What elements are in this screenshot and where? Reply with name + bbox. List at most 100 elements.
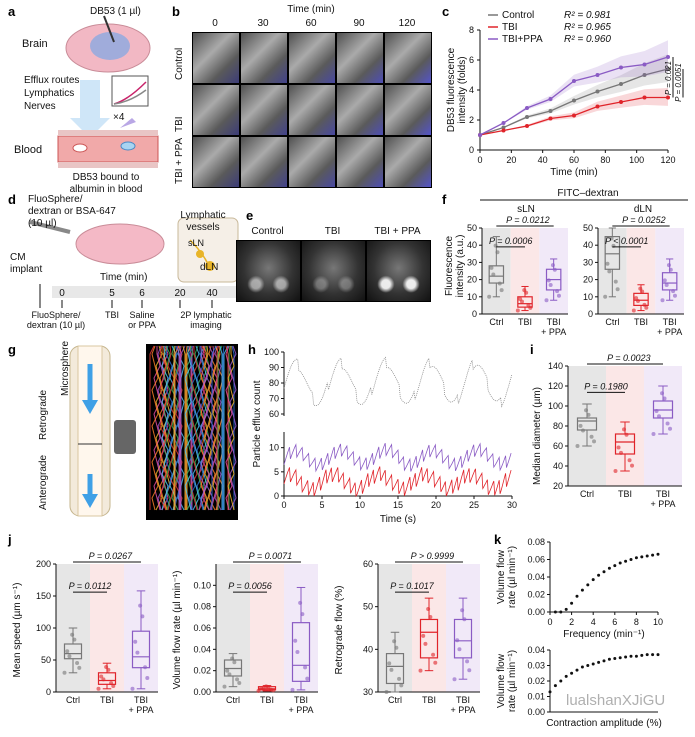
box-bg xyxy=(568,366,606,486)
box-ytick-label: 40 xyxy=(553,461,563,471)
box-point xyxy=(489,265,494,270)
f-sub-dln: dLN xyxy=(634,204,652,215)
box-ytick-label: 0.02 xyxy=(193,666,211,676)
inset-plot xyxy=(111,75,149,107)
blood-label: Blood xyxy=(14,144,43,156)
particle-track xyxy=(208,345,216,511)
box-point xyxy=(452,677,457,682)
box-point xyxy=(609,236,614,241)
c-legend-r2: R² = 0.960 xyxy=(564,34,611,45)
e-col-labels: Control TBI TBI + PPA xyxy=(236,226,432,240)
particle-track xyxy=(216,345,224,511)
watermark: lualshanXJiGU xyxy=(566,692,666,709)
box-point xyxy=(578,423,583,428)
e-image-0 xyxy=(236,240,301,302)
k-bottom-point xyxy=(624,655,628,659)
b-image-1-2 xyxy=(288,84,336,136)
k-bottom-point xyxy=(548,690,552,694)
k-top-point xyxy=(570,601,574,605)
box-point xyxy=(522,288,527,293)
f-ylabel: Fluorescenceintensity (a.u.) xyxy=(444,235,466,298)
panel-label-c: c xyxy=(442,4,450,19)
c-p2: P = 0.0051 xyxy=(674,63,683,102)
box-xcat: Ctrl xyxy=(605,317,619,327)
k-top-point xyxy=(613,564,617,568)
box-point xyxy=(638,286,643,291)
box-body xyxy=(488,265,505,284)
box-xcat: TBI xyxy=(100,695,114,705)
box-ytick-label: 40 xyxy=(583,240,593,250)
box-ytick-label: 0 xyxy=(472,309,477,319)
h-ytick-label: 80 xyxy=(269,378,279,388)
box-point xyxy=(455,638,460,643)
k-bottom-point xyxy=(564,674,568,678)
k-xtick-label: 4 xyxy=(591,617,596,627)
panel-label-e: e xyxy=(246,208,254,223)
box-body xyxy=(63,643,83,660)
h-ytick-label: 10 xyxy=(269,443,279,453)
box-point xyxy=(622,427,627,432)
box-ytick-label: 140 xyxy=(548,361,563,371)
box-point xyxy=(222,684,227,689)
b-image-0-4 xyxy=(384,32,432,84)
c-ytick-label: 4 xyxy=(469,85,474,95)
box-ytick-label: 40 xyxy=(363,644,373,654)
k-bottom-point xyxy=(651,653,655,657)
b-image-2-3 xyxy=(336,136,384,188)
box-point xyxy=(635,299,640,304)
mouse-brain xyxy=(75,223,165,265)
d-cm-label: CM implant xyxy=(10,252,43,275)
particle-track xyxy=(200,345,208,511)
chart-j-flow: Volume flow rate (µl min⁻¹) 0.00 0.02 0.04 0… xyxy=(172,551,318,715)
box-xcat: TBI + PPA xyxy=(288,695,313,715)
box-xcat: Ctrl xyxy=(66,695,80,705)
c-legend-r2: R² = 0.965 xyxy=(564,22,611,33)
box-xcat: TBI xyxy=(260,695,274,705)
k-xtick-label: 8 xyxy=(634,617,639,627)
particle-track xyxy=(225,345,233,511)
particle-track xyxy=(219,345,223,510)
b-time-0: 0 xyxy=(212,18,218,29)
c-point xyxy=(619,100,623,104)
chart-k: 0.00 0.02 0.04 0.06 0.08 0 2 4 6 8 10 Frequency (mi… xyxy=(496,537,663,729)
b-image-1-4 xyxy=(384,84,432,136)
box-point xyxy=(256,688,261,693)
b-image-0-0 xyxy=(192,32,240,84)
box-point xyxy=(143,665,148,670)
box-point xyxy=(467,668,472,673)
c-point xyxy=(572,98,576,103)
particle-track xyxy=(211,345,217,510)
box-point xyxy=(397,676,402,681)
box-body xyxy=(633,292,649,307)
timeline-tick-40: 40 xyxy=(206,288,218,299)
particle-track xyxy=(228,345,231,510)
box-ytick-label: 0 xyxy=(46,687,51,697)
box-p-1: P = 0.0212 xyxy=(506,215,549,225)
k-bottom-point xyxy=(629,654,633,658)
box-ytick-label: 30 xyxy=(583,257,593,267)
c-point xyxy=(642,62,647,67)
particle-track xyxy=(169,345,177,511)
h-ytick-label: 60 xyxy=(269,409,279,419)
h-xtick-label: 10 xyxy=(355,500,365,510)
k-top-point xyxy=(580,588,584,592)
b-image-0-2 xyxy=(288,32,336,84)
c-legend-r2: R² = 0.981 xyxy=(564,10,611,21)
box-p-1: P = 0.0267 xyxy=(89,551,133,561)
particle-track xyxy=(153,346,161,511)
syringe xyxy=(29,220,71,234)
box-point xyxy=(550,263,555,268)
k-top-point xyxy=(575,594,579,598)
b-image-0-3 xyxy=(336,32,384,84)
b-row-labels: Control TBI TBI + PPA xyxy=(174,47,185,184)
box-point xyxy=(515,308,520,313)
c-xtick-label: 120 xyxy=(660,155,675,165)
particle-track xyxy=(165,345,173,511)
box-xcat: TBI + PPA xyxy=(650,489,675,509)
box-point xyxy=(672,293,677,298)
box-point xyxy=(423,641,428,646)
k-ytick-label: 0.06 xyxy=(527,555,545,565)
box-point xyxy=(586,412,591,417)
box-point xyxy=(384,690,389,694)
h-xtick-label: 20 xyxy=(431,500,441,510)
